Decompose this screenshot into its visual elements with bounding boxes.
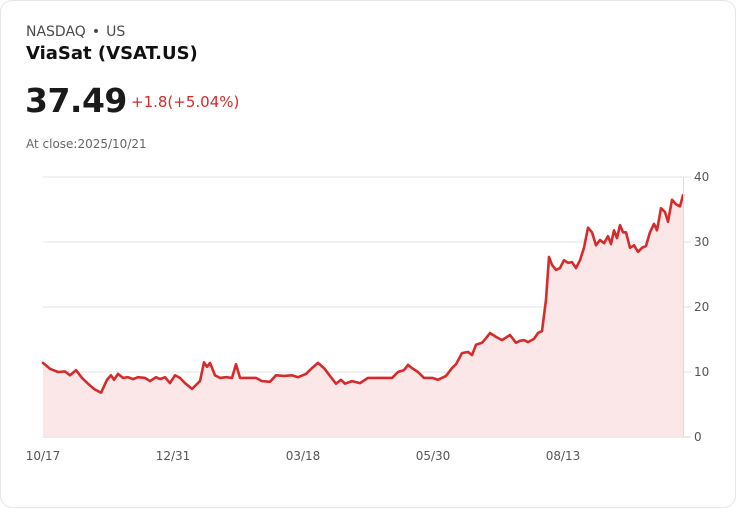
- y-tick-label: 0: [694, 430, 702, 444]
- price-line: [41, 193, 685, 395]
- y-tick-label: 10: [694, 365, 709, 379]
- stock-title: ViaSat (VSAT.US): [26, 43, 198, 64]
- x-tick-label: 03/18: [286, 449, 321, 463]
- exchange-line: NASDAQ • US: [26, 24, 125, 40]
- separator-dot: •: [91, 24, 101, 40]
- y-tick-label: 20: [694, 300, 709, 314]
- price-change: +1.8(+5.04%): [131, 93, 240, 111]
- y-tick-label: 40: [694, 170, 709, 184]
- x-tick-label: 05/30: [416, 449, 451, 463]
- current-price: 37.49: [25, 81, 127, 120]
- x-tick-label: 08/13: [546, 449, 581, 463]
- x-tick-label: 10/17: [26, 449, 61, 463]
- x-tick-label: 12/31: [156, 449, 191, 463]
- close-timestamp: At close:2025/10/21: [26, 137, 147, 151]
- x-axis: 10/17 12/31 03/18 05/30 08/13: [26, 449, 581, 463]
- y-tick-label: 30: [694, 235, 709, 249]
- price-area-fill: [43, 195, 683, 437]
- exchange-name: NASDAQ: [26, 24, 86, 40]
- region: US: [106, 24, 126, 40]
- y-axis: 0 10 20 30 40: [683, 170, 709, 444]
